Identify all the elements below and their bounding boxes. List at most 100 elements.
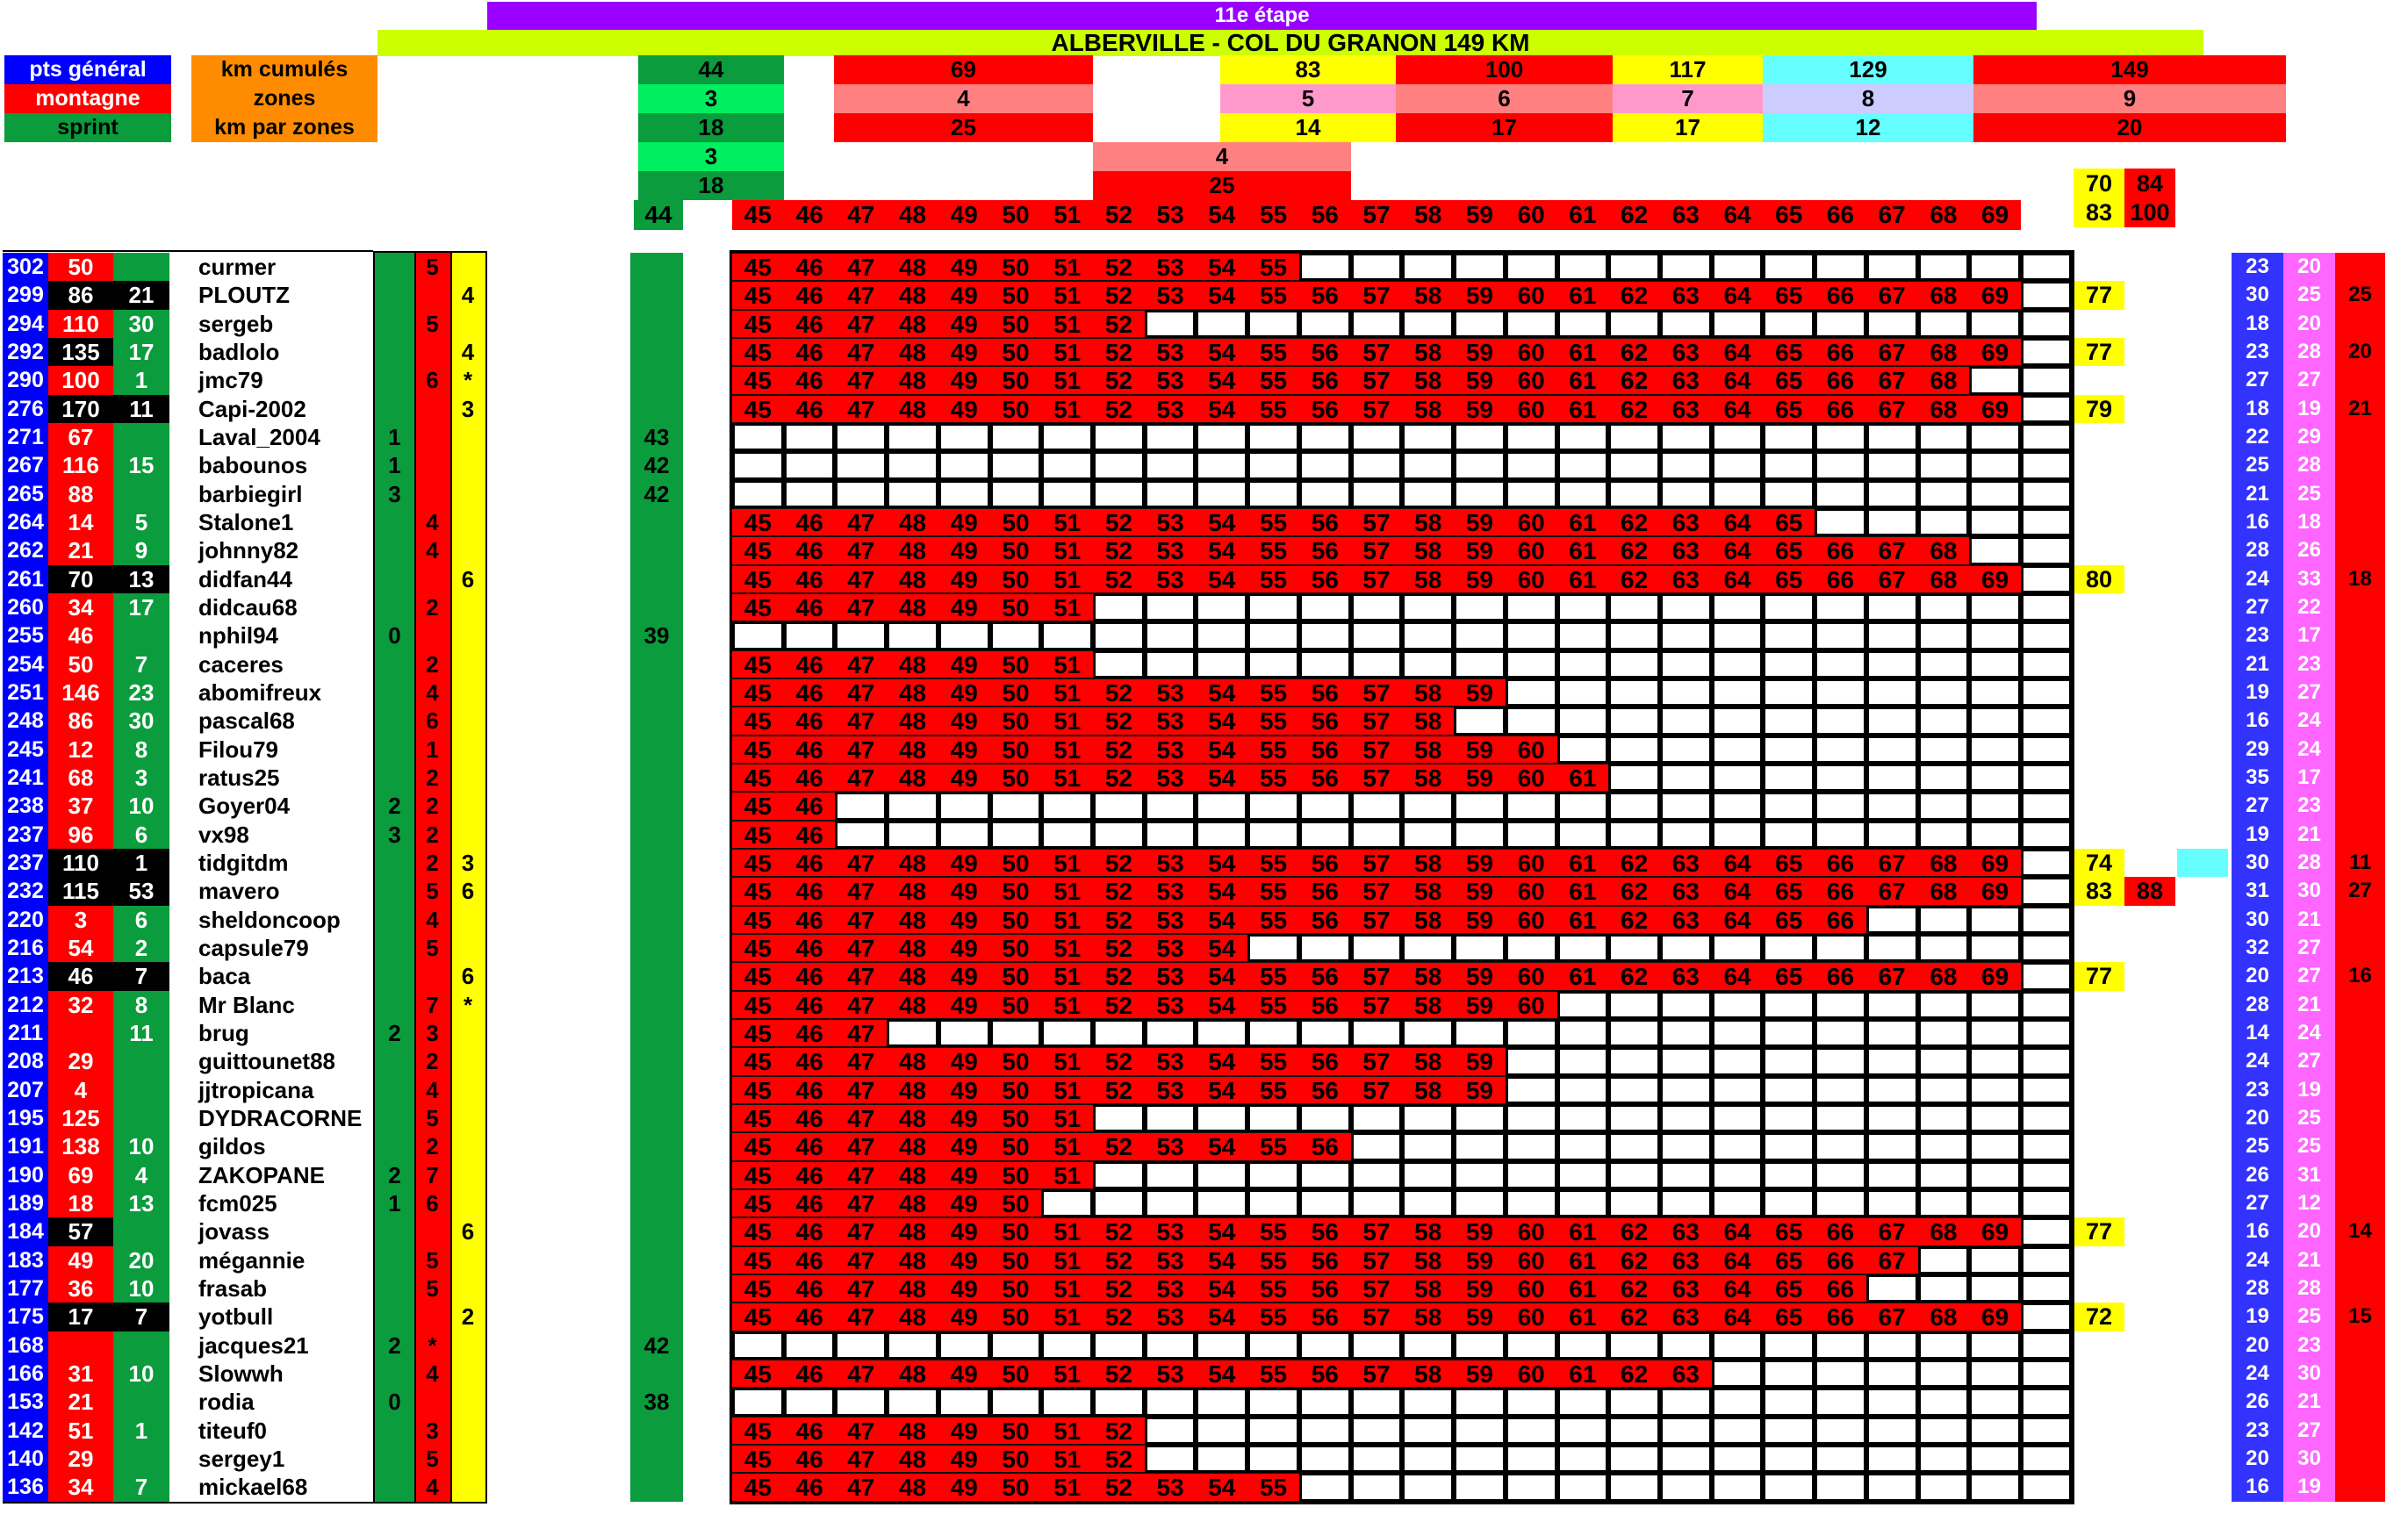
km-box [1402, 1416, 1455, 1445]
km-box [1247, 422, 1299, 452]
km-cell: 66 [1815, 905, 1866, 934]
points-cell: 17 [48, 1303, 113, 1331]
checkpoint-km_par_zones-cell: 18 [638, 113, 784, 142]
bonus-cell: 5 [113, 507, 169, 537]
km-cell: 47 [835, 281, 888, 310]
km-box [1917, 735, 1970, 764]
km-cell: 45 [732, 763, 784, 793]
km-box [1556, 735, 1609, 764]
stat-magenta-band [2283, 253, 2335, 1502]
stat-blue: 23 [2246, 623, 2269, 648]
points-cell: 69 [48, 1160, 113, 1189]
km-cell: 51 [1041, 1075, 1094, 1104]
km-box [1815, 479, 1866, 508]
km-box [1711, 422, 1764, 452]
km-box [1917, 678, 1970, 707]
stat-blue: 28 [2246, 538, 2269, 563]
km-cell: 50 [989, 990, 1042, 1019]
km-box [732, 621, 784, 650]
km-cell: 51 [1041, 1416, 1094, 1445]
km-box [1711, 309, 1764, 338]
km-cell: 53 [1144, 877, 1197, 906]
stat-blue: 26 [2246, 1162, 2269, 1187]
km-cell: 58 [1402, 990, 1455, 1019]
km-box [1298, 933, 1351, 963]
km-box [887, 1018, 938, 1048]
km-cell: 50 [989, 1416, 1042, 1445]
extra-box [2021, 1444, 2072, 1474]
points-cell: 170 [48, 394, 113, 423]
km-box [1763, 451, 1815, 480]
km-cell: 45 [732, 1359, 784, 1389]
km-cell: 48 [887, 507, 938, 537]
km-cell: 54 [1196, 1303, 1248, 1331]
km-cell: 59 [1454, 877, 1506, 906]
km-box [989, 1331, 1042, 1360]
rider-name: jjtropicana [198, 1076, 314, 1103]
bonus-cell: 10 [113, 1274, 169, 1303]
km-box [1556, 1188, 1609, 1218]
km-box [1298, 621, 1351, 650]
km-cell: 48 [887, 1359, 938, 1389]
montagne-count: 5 [426, 1274, 439, 1302]
montagne-count: 5 [426, 878, 439, 905]
km-box [1659, 1075, 1712, 1104]
km-cell: 67 [1865, 962, 1918, 991]
extra-box [2021, 1132, 2072, 1161]
km-cell: 45 [732, 1303, 784, 1331]
km-box [1865, 933, 1918, 963]
km-cell: 58 [1402, 1075, 1455, 1104]
stat-magenta: 27 [2297, 1418, 2321, 1442]
km-box [1815, 650, 1866, 678]
rank-cell: 276 [3, 394, 48, 423]
km-box [1711, 1473, 1764, 1502]
rider-name: sergeb [198, 310, 274, 337]
stat-magenta: 21 [2297, 1247, 2321, 1272]
montagne-count: * [428, 1331, 437, 1359]
km-cell: 53 [1144, 1274, 1197, 1303]
km-cell: 52 [1093, 1416, 1145, 1445]
km-box [1402, 1473, 1455, 1502]
km-cell: 56 [1298, 763, 1351, 793]
km-box [1659, 451, 1712, 480]
bonus-cell [113, 1103, 169, 1133]
km-cell: 67 [1865, 536, 1918, 565]
km-box [1711, 1160, 1764, 1189]
km-cell: 55 [1247, 1075, 1299, 1104]
montagne-count: 3 [426, 1417, 439, 1444]
bonus-cell: 30 [113, 707, 169, 736]
extra-box [2021, 564, 2072, 593]
km-cell: 61 [1556, 1359, 1609, 1389]
km-box [1093, 621, 1145, 650]
extra-box [2021, 1217, 2072, 1246]
km-cell: 65 [1763, 366, 1815, 395]
km-box [1454, 1160, 1506, 1189]
km-cell: 50 [989, 1444, 1042, 1474]
km-box [989, 792, 1042, 821]
stat-blue: 35 [2246, 764, 2269, 789]
km-box [835, 792, 888, 821]
montagne-count: 5 [426, 1445, 439, 1472]
km-cell: 60 [1505, 536, 1557, 565]
km-box [1969, 650, 2021, 678]
km-box [1144, 592, 1197, 622]
sprint-count: 1 [388, 452, 401, 479]
km-box [1763, 309, 1815, 338]
km-box [1402, 1132, 1455, 1161]
bonus-cell: 9 [113, 536, 169, 565]
km-box [783, 621, 836, 650]
rider-name: vx98 [198, 821, 249, 848]
km-box [1556, 621, 1609, 650]
row-header-km-par-zones-label: km par zones [214, 115, 355, 140]
km-box [1865, 1274, 1918, 1303]
km-cell: 47 [835, 848, 888, 878]
stat-magenta: 29 [2297, 424, 2321, 449]
km-cell: 56 [1298, 394, 1351, 423]
stat-magenta: 25 [2297, 1134, 2321, 1159]
sprint-count: 2 [388, 1331, 401, 1359]
km-box [1505, 1473, 1557, 1502]
km-cell: 50 [989, 592, 1042, 622]
km-box [732, 479, 784, 508]
rank-cell: 177 [3, 1274, 48, 1303]
km-cell: 52 [1093, 366, 1145, 395]
